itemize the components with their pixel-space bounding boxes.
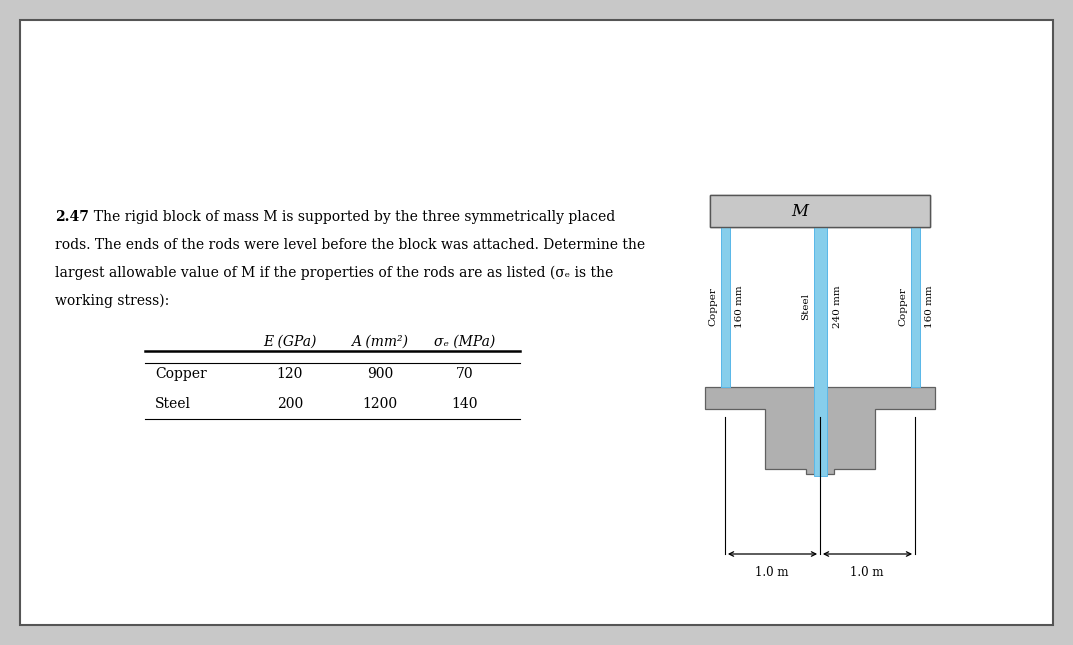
- Text: 120: 120: [277, 367, 304, 381]
- Text: 200: 200: [277, 397, 304, 411]
- Text: Copper: Copper: [708, 288, 718, 326]
- Polygon shape: [705, 387, 935, 474]
- Text: Steel: Steel: [155, 397, 191, 411]
- Text: 900: 900: [367, 367, 393, 381]
- Text: 140: 140: [452, 397, 479, 411]
- Text: 240 mm: 240 mm: [833, 286, 841, 328]
- Text: 1.0 m: 1.0 m: [850, 566, 884, 579]
- Text: 70: 70: [456, 367, 474, 381]
- Text: A (mm²): A (mm²): [352, 335, 409, 349]
- Text: rods. The ends of the rods were level before the block was attached. Determine t: rods. The ends of the rods were level be…: [55, 238, 645, 252]
- Text: M: M: [792, 203, 808, 219]
- Text: 2.47: 2.47: [55, 210, 89, 224]
- Text: Steel: Steel: [802, 293, 810, 321]
- Text: M: M: [792, 203, 808, 219]
- Text: largest allowable value of M if the properties of the rods are as listed (σₑ is : largest allowable value of M if the prop…: [55, 266, 614, 281]
- Text: working stress):: working stress):: [55, 294, 170, 308]
- Text: The rigid block of mass M is supported by the three symmetrically placed: The rigid block of mass M is supported b…: [85, 210, 615, 224]
- Bar: [710, 195, 930, 227]
- Text: σₑ (MPa): σₑ (MPa): [435, 335, 496, 349]
- Text: 160 mm: 160 mm: [735, 286, 745, 328]
- Bar: [721, 227, 730, 387]
- Text: Copper: Copper: [898, 288, 908, 326]
- Bar: [721, 227, 730, 387]
- Text: E (GPa): E (GPa): [263, 335, 317, 349]
- Text: 1200: 1200: [363, 397, 398, 411]
- Bar: [710, 195, 930, 227]
- Bar: [911, 227, 920, 387]
- Bar: [814, 227, 827, 387]
- Text: 160 mm: 160 mm: [926, 286, 935, 328]
- Text: Copper: Copper: [155, 367, 207, 381]
- Bar: [814, 227, 827, 476]
- Text: 1.0 m: 1.0 m: [755, 566, 789, 579]
- Bar: [911, 227, 920, 387]
